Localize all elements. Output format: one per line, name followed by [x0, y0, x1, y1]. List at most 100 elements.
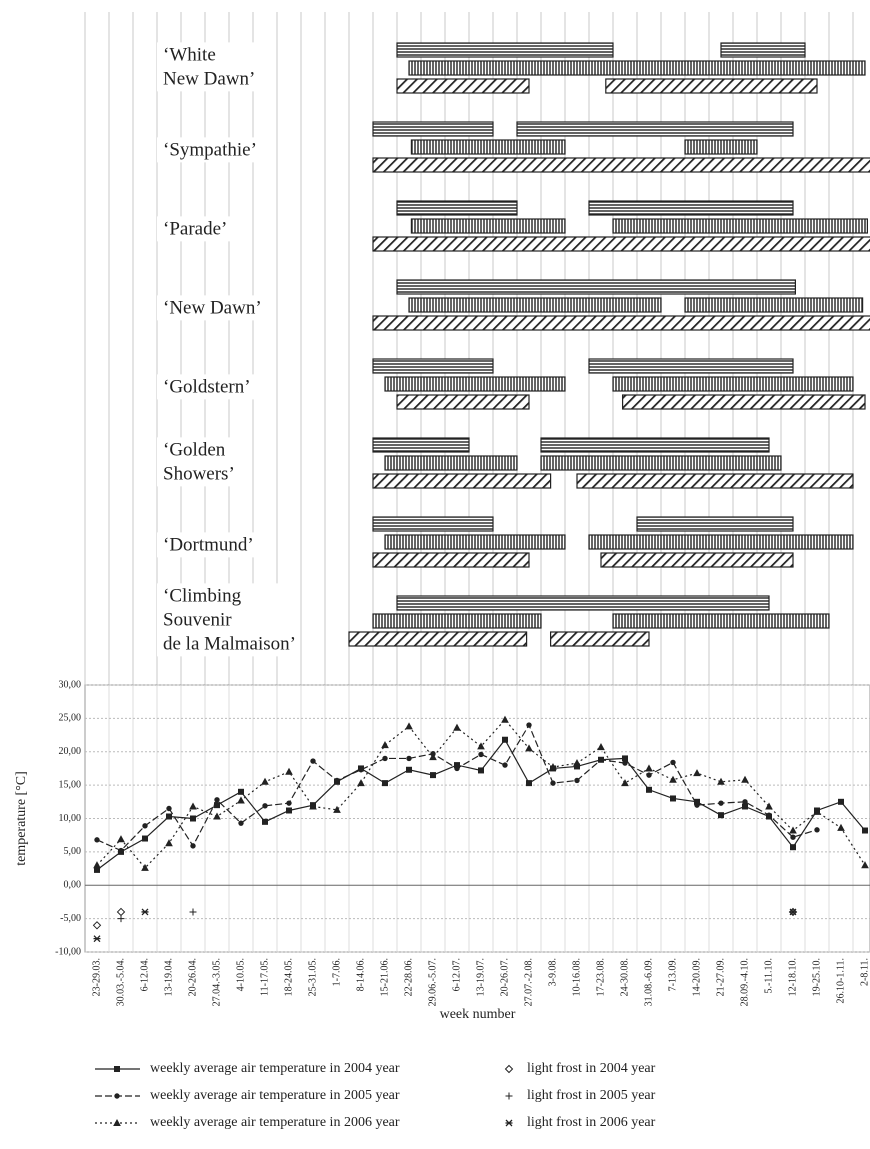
- marker: [550, 780, 556, 786]
- cultivar-label: ‘Goldstern’: [157, 374, 255, 400]
- marker: [741, 775, 749, 783]
- marker: [597, 743, 605, 751]
- cultivar-label: ‘Climbing Souvenir de la Malmaison’: [157, 583, 300, 657]
- marker: [502, 736, 508, 743]
- x-tick-label: 8-14.06.: [355, 958, 366, 991]
- marker: [405, 722, 413, 730]
- marker: [141, 908, 149, 916]
- period-bar: [396, 42, 614, 58]
- cultivar-label-line: ‘White: [163, 44, 216, 65]
- cultivar-label-line: Showers’: [163, 463, 235, 484]
- period-bar: [636, 516, 794, 532]
- legend-entry: light frost in 2004 year: [504, 1061, 656, 1076]
- marker: [505, 1092, 513, 1100]
- legend-label: light frost in 2006 year: [527, 1115, 656, 1130]
- legend-label: weekly average air temperature in 2006 y…: [150, 1115, 400, 1130]
- period-bar: [588, 200, 794, 216]
- y-tick-label: 30,00: [59, 679, 82, 690]
- period-bar: [372, 552, 530, 568]
- marker: [286, 807, 292, 814]
- period-bar: [410, 139, 566, 155]
- marker: [813, 807, 821, 815]
- marker: [861, 861, 869, 869]
- marker: [333, 805, 341, 813]
- x-tick-label: 1-7.06.: [331, 958, 342, 986]
- marker: [166, 813, 172, 820]
- marker: [190, 843, 196, 849]
- label-background: [157, 42, 260, 92]
- y-tick-label: 0,00: [64, 880, 82, 891]
- x-tick-label: 20-26.07.: [499, 958, 510, 996]
- marker: [165, 839, 173, 847]
- cultivar-label-line: ‘New Dawn’: [163, 297, 262, 318]
- marker: [334, 777, 340, 784]
- marker: [766, 812, 772, 818]
- x-tick-label: 14-20.09.: [691, 958, 702, 996]
- cultivar-label-line: ‘Sympathie’: [163, 139, 257, 160]
- period-bar: [720, 42, 806, 58]
- x-tick-label: 13-19.07.: [475, 958, 486, 996]
- period-bar: [612, 613, 830, 629]
- marker: [717, 777, 725, 785]
- marker: [790, 834, 796, 840]
- marker: [789, 908, 797, 916]
- marker: [454, 765, 460, 772]
- marker: [573, 759, 581, 767]
- marker: [190, 815, 196, 822]
- marker: [381, 741, 389, 749]
- x-tick-label: 24-30.08.: [619, 958, 630, 996]
- temperature-line: [96, 718, 866, 869]
- period-bar: [396, 394, 530, 410]
- cultivar-label-line: ‘Golden: [163, 439, 226, 460]
- cultivar-label-line: Souvenir: [163, 609, 232, 630]
- x-tick-label: 17-23.08.: [595, 958, 606, 996]
- y-tick-label: -5,00: [60, 913, 81, 924]
- marker: [453, 723, 461, 731]
- x-tick-label: 3-9.08.: [547, 958, 558, 986]
- marker: [94, 837, 100, 843]
- marker: [862, 827, 868, 834]
- marker: [142, 823, 148, 829]
- legend-entry: light frost in 2005 year: [505, 1088, 656, 1103]
- x-tick-label: 28.09.-4.10.: [739, 958, 750, 1006]
- y-axis-label: temperature [°C]: [14, 771, 29, 866]
- period-bar: [612, 218, 868, 234]
- label-background: [157, 583, 300, 657]
- marker: [670, 759, 676, 766]
- legend-label: light frost in 2005 year: [527, 1088, 656, 1103]
- x-tick-label: 20-26.04.: [187, 958, 198, 996]
- y-tick-label: -10,00: [55, 946, 81, 957]
- marker: [286, 800, 292, 806]
- legend-label: weekly average air temperature in 2004 y…: [150, 1061, 400, 1076]
- cultivar-label-line: ‘Parade’: [163, 218, 227, 239]
- x-tick-label: 5.-11.10.: [763, 958, 774, 993]
- x-tick-label: 23-29.03.: [91, 958, 102, 996]
- marker: [789, 826, 797, 834]
- marker: [742, 803, 748, 810]
- x-tick-label: 4-10.05.: [235, 958, 246, 991]
- marker: [622, 760, 628, 766]
- period-bar: [372, 613, 542, 629]
- marker: [117, 915, 125, 923]
- marker: [114, 1093, 120, 1099]
- x-tick-label: 7-13.09.: [667, 958, 678, 991]
- x-tick-label: 22-28.06.: [403, 958, 414, 996]
- period-bar: [372, 121, 494, 137]
- legend-label: light frost in 2004 year: [527, 1061, 656, 1076]
- x-tick-label: 31.08.-6.09.: [643, 958, 654, 1006]
- marker: [694, 802, 700, 808]
- period-bar: [540, 437, 770, 453]
- marker: [646, 786, 652, 793]
- marker: [838, 798, 844, 805]
- period-bar: [576, 473, 854, 489]
- x-tick-label: 12-18.10.: [787, 958, 798, 996]
- cultivar-label: ‘Parade’: [157, 216, 232, 242]
- legend-label: weekly average air temperature in 2005 y…: [150, 1088, 400, 1103]
- marker: [621, 779, 629, 787]
- x-tick-label: 15-21.06.: [379, 958, 390, 996]
- marker: [117, 835, 125, 843]
- marker: [574, 777, 580, 784]
- period-bar: [621, 394, 866, 410]
- marker: [310, 758, 316, 764]
- marker: [549, 763, 557, 771]
